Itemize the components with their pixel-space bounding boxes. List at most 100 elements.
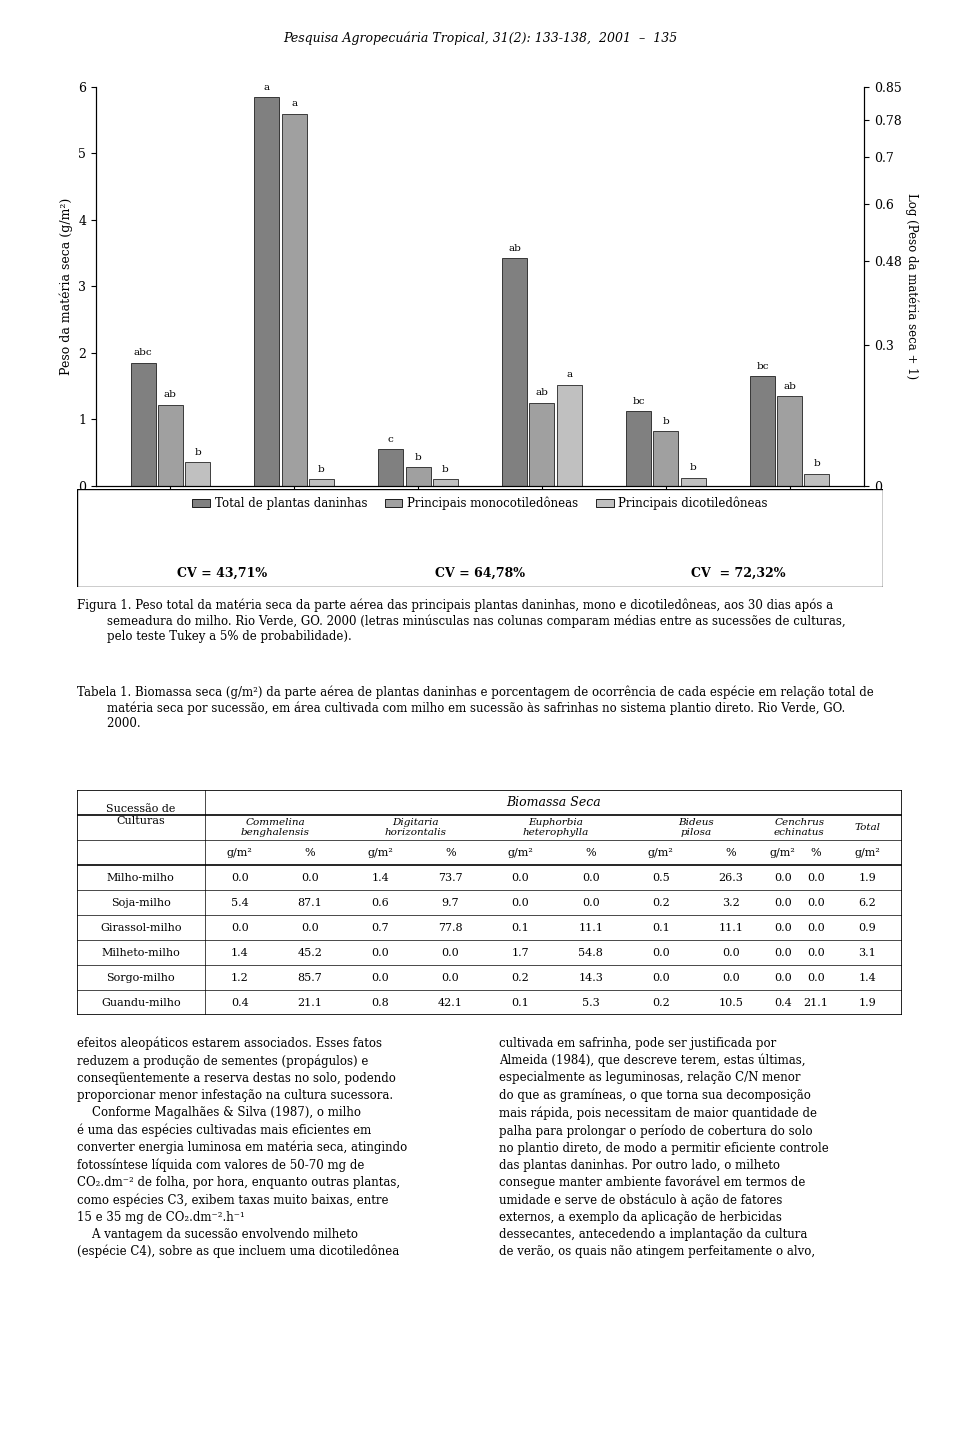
Text: 21.1: 21.1 (298, 998, 323, 1008)
Text: b: b (318, 465, 324, 474)
Text: 0.0: 0.0 (722, 947, 740, 957)
Text: CV = 64,78%: CV = 64,78% (435, 567, 525, 580)
Text: 10.5: 10.5 (719, 998, 744, 1008)
Text: bc: bc (756, 362, 769, 371)
Text: 1.2: 1.2 (231, 973, 249, 983)
Text: Euphorbia
heterophylla: Euphorbia heterophylla (522, 818, 588, 838)
Text: 5.3: 5.3 (582, 998, 600, 1008)
Text: Figura 1. Peso total da matéria seca da parte aérea das principais plantas danin: Figura 1. Peso total da matéria seca da … (77, 599, 846, 642)
Bar (378, 450, 403, 486)
Text: 0.0: 0.0 (774, 973, 792, 983)
Text: Total: Total (854, 824, 880, 832)
Text: 1.9: 1.9 (858, 998, 876, 1008)
Text: 0.0: 0.0 (806, 947, 825, 957)
Bar (254, 97, 279, 486)
Text: Guandu-milho: Guandu-milho (101, 998, 180, 1008)
Text: b: b (662, 418, 669, 426)
Text: ab: ab (783, 381, 796, 390)
Text: 0.0: 0.0 (722, 973, 740, 983)
Text: 87.1: 87.1 (298, 898, 323, 908)
Text: Biomassa Seca: Biomassa Seca (506, 796, 601, 809)
Bar (405, 467, 431, 486)
Text: 0.0: 0.0 (442, 947, 459, 957)
Text: b: b (194, 448, 201, 457)
Text: 26.3: 26.3 (719, 873, 744, 883)
Text: 0.2: 0.2 (512, 973, 529, 983)
Text: 0.7: 0.7 (372, 922, 389, 932)
Text: %: % (445, 848, 456, 858)
Text: %: % (304, 848, 315, 858)
Text: ab: ab (164, 390, 177, 399)
Text: ab: ab (508, 244, 521, 254)
Text: Milho-milho: Milho-milho (107, 873, 175, 883)
Text: 11.1: 11.1 (578, 922, 603, 932)
Text: Tabela 1. Biomassa seca (g/m²) da parte aérea de plantas daninhas e porcentagem : Tabela 1. Biomassa seca (g/m²) da parte … (77, 686, 874, 729)
Text: 0.2: 0.2 (652, 998, 670, 1008)
Text: CV  = 72,32%: CV = 72,32% (691, 567, 785, 580)
Text: 0.0: 0.0 (806, 873, 825, 883)
Bar (281, 113, 307, 486)
Text: 0.0: 0.0 (582, 873, 600, 883)
Text: 0.0: 0.0 (372, 947, 389, 957)
Text: Sucessão de
Culturas: Sucessão de Culturas (107, 805, 176, 826)
Y-axis label: Peso da matéria seca (g/m²): Peso da matéria seca (g/m²) (60, 197, 73, 376)
Text: 3.2: 3.2 (722, 898, 740, 908)
Text: 1.4: 1.4 (858, 973, 876, 983)
Text: 0.0: 0.0 (231, 922, 249, 932)
Text: Commelina
benghalensis: Commelina benghalensis (240, 818, 309, 838)
Text: 0.2: 0.2 (652, 898, 670, 908)
Text: 1.9: 1.9 (858, 873, 876, 883)
Text: 5.4: 5.4 (231, 898, 249, 908)
Text: 0.0: 0.0 (774, 898, 792, 908)
Text: CV = 43,71%: CV = 43,71% (177, 567, 267, 580)
Text: 0.0: 0.0 (512, 873, 529, 883)
Text: b: b (415, 452, 421, 463)
Text: 21.1: 21.1 (804, 998, 828, 1008)
Text: 0.0: 0.0 (806, 922, 825, 932)
Text: Girassol-milho: Girassol-milho (100, 922, 181, 932)
Bar (131, 362, 156, 486)
Text: 77.8: 77.8 (438, 922, 463, 932)
Y-axis label: Log (Peso da matéria seca + 1): Log (Peso da matéria seca + 1) (904, 193, 919, 380)
Bar (529, 403, 555, 486)
Text: 42.1: 42.1 (438, 998, 463, 1008)
Text: a: a (566, 370, 572, 380)
Bar (750, 376, 775, 486)
Text: 0.0: 0.0 (231, 873, 249, 883)
Text: Soja-milho: Soja-milho (111, 898, 171, 908)
Text: 0.0: 0.0 (582, 898, 600, 908)
Bar (433, 478, 458, 486)
Text: 0.0: 0.0 (301, 873, 319, 883)
Text: 0.0: 0.0 (442, 973, 459, 983)
Bar (557, 384, 582, 486)
Text: 0.5: 0.5 (652, 873, 670, 883)
Text: 54.8: 54.8 (578, 947, 603, 957)
Text: 0.1: 0.1 (512, 922, 529, 932)
Text: 45.2: 45.2 (298, 947, 323, 957)
Text: 0.0: 0.0 (652, 973, 670, 983)
Bar (309, 478, 334, 486)
Text: a: a (264, 83, 270, 91)
Text: 0.0: 0.0 (774, 922, 792, 932)
Text: Digitaria
horizontalis: Digitaria horizontalis (384, 818, 446, 838)
Text: 0.4: 0.4 (231, 998, 249, 1008)
Bar (626, 412, 651, 486)
Text: b: b (442, 465, 448, 474)
Text: 0.9: 0.9 (858, 922, 876, 932)
Text: 85.7: 85.7 (298, 973, 323, 983)
Text: Bideus
pilosa: Bideus pilosa (678, 818, 714, 838)
Text: g/m²: g/m² (227, 848, 252, 858)
Text: %: % (810, 848, 821, 858)
Text: 0.0: 0.0 (372, 973, 389, 983)
Text: 0.0: 0.0 (301, 922, 319, 932)
Text: Cenchrus
echinatus: Cenchrus echinatus (774, 818, 825, 838)
Bar (502, 258, 527, 486)
Text: abc: abc (133, 348, 153, 358)
Text: 0.1: 0.1 (512, 998, 529, 1008)
Legend: Total de plantas daninhas, Principais monocotiledôneas, Principais dicotiledônea: Total de plantas daninhas, Principais mo… (187, 492, 773, 515)
Text: 0.8: 0.8 (372, 998, 389, 1008)
Bar (804, 474, 829, 486)
Text: 6.2: 6.2 (858, 898, 876, 908)
Text: 14.3: 14.3 (578, 973, 603, 983)
Text: 0.0: 0.0 (774, 873, 792, 883)
